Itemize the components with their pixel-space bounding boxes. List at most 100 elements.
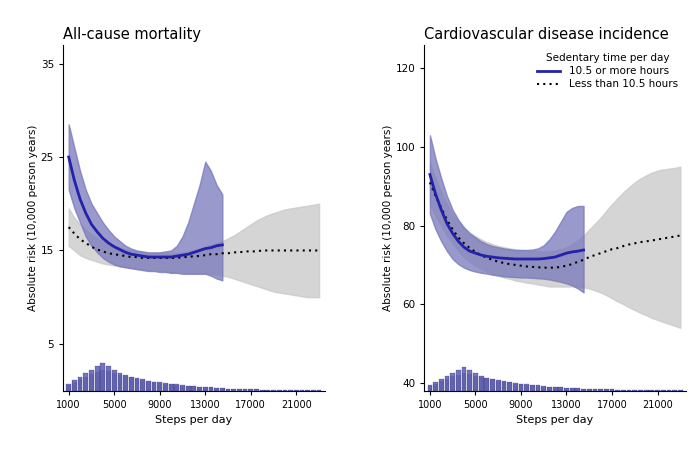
Bar	[231, 389, 236, 391]
Bar	[243, 389, 248, 391]
Bar	[484, 378, 489, 391]
Bar	[501, 381, 506, 391]
Bar	[610, 389, 615, 391]
Bar	[547, 387, 552, 391]
Bar	[439, 379, 444, 391]
Bar	[621, 390, 626, 391]
Bar	[626, 390, 631, 391]
Bar	[72, 380, 77, 391]
Bar	[106, 371, 111, 391]
Bar	[547, 387, 552, 391]
Bar	[553, 387, 557, 391]
Bar	[265, 390, 270, 391]
Bar	[513, 383, 518, 391]
Bar	[294, 390, 299, 391]
Bar	[288, 390, 293, 391]
Bar	[638, 390, 643, 391]
Bar	[473, 376, 478, 391]
Bar	[450, 373, 455, 391]
Bar	[288, 390, 293, 391]
Bar	[174, 385, 179, 391]
Bar	[615, 390, 620, 391]
Bar	[186, 386, 190, 391]
Bar	[89, 370, 94, 391]
Bar	[277, 390, 281, 391]
Bar	[587, 389, 592, 391]
Bar	[433, 383, 438, 391]
Bar	[197, 387, 202, 391]
Bar	[180, 386, 185, 391]
Bar	[650, 390, 654, 391]
Bar	[169, 384, 174, 391]
Bar	[501, 382, 506, 391]
Bar	[283, 390, 287, 391]
Bar	[644, 390, 649, 391]
Bar	[100, 370, 105, 391]
Bar	[174, 384, 179, 391]
Bar	[428, 386, 433, 391]
Bar	[265, 390, 270, 391]
Bar	[94, 366, 99, 391]
Bar	[559, 387, 564, 391]
Bar	[604, 389, 609, 391]
Bar	[220, 388, 225, 391]
Bar	[462, 367, 466, 391]
Bar	[444, 376, 449, 391]
Bar	[248, 389, 253, 391]
Bar	[203, 387, 208, 391]
Bar	[541, 387, 546, 391]
Bar	[163, 383, 168, 391]
Bar	[248, 389, 253, 391]
Bar	[610, 389, 615, 391]
Bar	[100, 363, 105, 391]
Bar	[564, 387, 569, 391]
Bar	[89, 374, 94, 391]
Bar	[581, 388, 586, 391]
Bar	[638, 390, 643, 391]
Bar	[123, 375, 128, 391]
Bar	[300, 390, 304, 391]
Bar	[444, 379, 449, 391]
Bar	[134, 379, 139, 391]
Bar	[129, 377, 134, 391]
Bar	[456, 370, 461, 391]
Bar	[152, 382, 156, 391]
Bar	[78, 377, 83, 391]
Bar	[158, 383, 162, 391]
Bar	[530, 385, 535, 391]
Bar	[484, 378, 489, 391]
Bar	[615, 390, 620, 391]
Bar	[220, 388, 225, 391]
Bar	[519, 383, 524, 391]
Y-axis label: Absolute risk (10,000 person years): Absolute risk (10,000 person years)	[28, 124, 38, 311]
Bar	[134, 378, 139, 391]
Bar	[186, 386, 190, 391]
Bar	[152, 382, 156, 391]
Bar	[271, 390, 276, 391]
Bar	[462, 373, 466, 391]
Bar	[570, 388, 575, 391]
Bar	[123, 376, 128, 391]
Bar	[140, 379, 145, 391]
Bar	[214, 388, 219, 391]
Bar	[243, 389, 248, 391]
Bar	[158, 382, 162, 391]
Bar	[536, 385, 540, 391]
Bar	[524, 384, 529, 391]
Bar	[192, 387, 196, 391]
Bar	[490, 379, 495, 391]
Bar	[536, 386, 540, 391]
Bar	[473, 373, 478, 391]
Bar	[225, 388, 230, 391]
Bar	[203, 387, 208, 391]
Bar	[72, 382, 77, 391]
Bar	[83, 373, 88, 391]
Bar	[283, 390, 287, 391]
Bar	[118, 373, 122, 391]
Bar	[530, 385, 535, 391]
Bar	[559, 387, 564, 391]
Bar	[271, 390, 276, 391]
Bar	[231, 389, 236, 391]
Bar	[644, 390, 649, 391]
Bar	[519, 384, 524, 391]
